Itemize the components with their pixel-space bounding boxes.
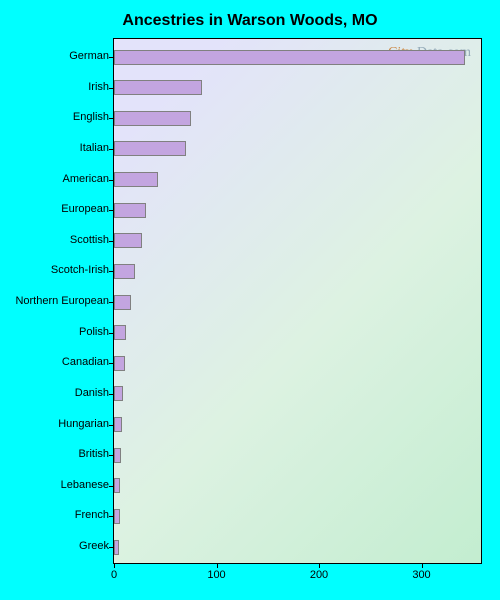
bar (114, 448, 121, 463)
x-tick (319, 563, 320, 568)
y-tick (109, 486, 114, 487)
plot-area: City-Data.com 0100200300 (113, 38, 482, 564)
y-tick (109, 455, 114, 456)
y-tick (109, 88, 114, 89)
y-axis-label: English (73, 111, 109, 123)
y-axis-label: Danish (75, 387, 109, 399)
y-axis-label: Greek (79, 540, 109, 552)
chart-frame: German Irish English Italian American Europea… (8, 38, 492, 588)
y-tick (109, 210, 114, 211)
bar (114, 325, 126, 340)
y-axis-label: Northern European (15, 295, 109, 307)
bar (114, 233, 142, 248)
y-axis-label: Irish (88, 81, 109, 93)
bar (114, 540, 119, 555)
bar (114, 50, 465, 65)
y-tick (109, 241, 114, 242)
bar (114, 264, 135, 279)
y-tick (109, 547, 114, 548)
y-axis-label: European (61, 203, 109, 215)
y-axis-label: Hungarian (58, 418, 109, 430)
y-tick (109, 149, 114, 150)
y-tick (109, 394, 114, 395)
chart-title: Ancestries in Warson Woods, MO (8, 12, 492, 30)
page-root: Ancestries in Warson Woods, MO German Iri… (0, 0, 500, 600)
x-tick (422, 563, 423, 568)
y-axis-label: Scottish (70, 234, 109, 246)
x-axis-label: 300 (412, 569, 430, 581)
y-axis-label: Canadian (62, 356, 109, 368)
bar (114, 80, 202, 95)
y-axis-label: French (75, 509, 109, 521)
y-tick (109, 425, 114, 426)
y-tick (109, 516, 114, 517)
bar (114, 141, 186, 156)
y-tick (109, 363, 114, 364)
y-label-column: German Irish English Italian American Europea… (8, 38, 113, 564)
y-axis-label: Italian (80, 142, 109, 154)
x-axis-label: 0 (111, 569, 117, 581)
bar (114, 295, 131, 310)
bar (114, 356, 125, 371)
bar (114, 478, 120, 493)
bar (114, 203, 146, 218)
y-tick (109, 271, 114, 272)
y-tick (109, 333, 114, 334)
y-axis-label: British (78, 448, 109, 460)
x-tick (217, 563, 218, 568)
bar (114, 111, 191, 126)
y-tick (109, 180, 114, 181)
bar (114, 172, 158, 187)
y-axis-label: American (63, 173, 109, 185)
y-axis-label: German (69, 50, 109, 62)
y-tick (109, 57, 114, 58)
y-tick (109, 118, 114, 119)
y-axis-label: Scotch-Irish (51, 264, 109, 276)
bar (114, 386, 123, 401)
bar (114, 417, 122, 432)
y-axis-label: Lebanese (61, 479, 109, 491)
x-tick (114, 563, 115, 568)
x-axis-label: 100 (207, 569, 225, 581)
y-tick (109, 302, 114, 303)
y-axis-label: Polish (79, 326, 109, 338)
x-axis-label: 200 (310, 569, 328, 581)
bar (114, 509, 120, 524)
